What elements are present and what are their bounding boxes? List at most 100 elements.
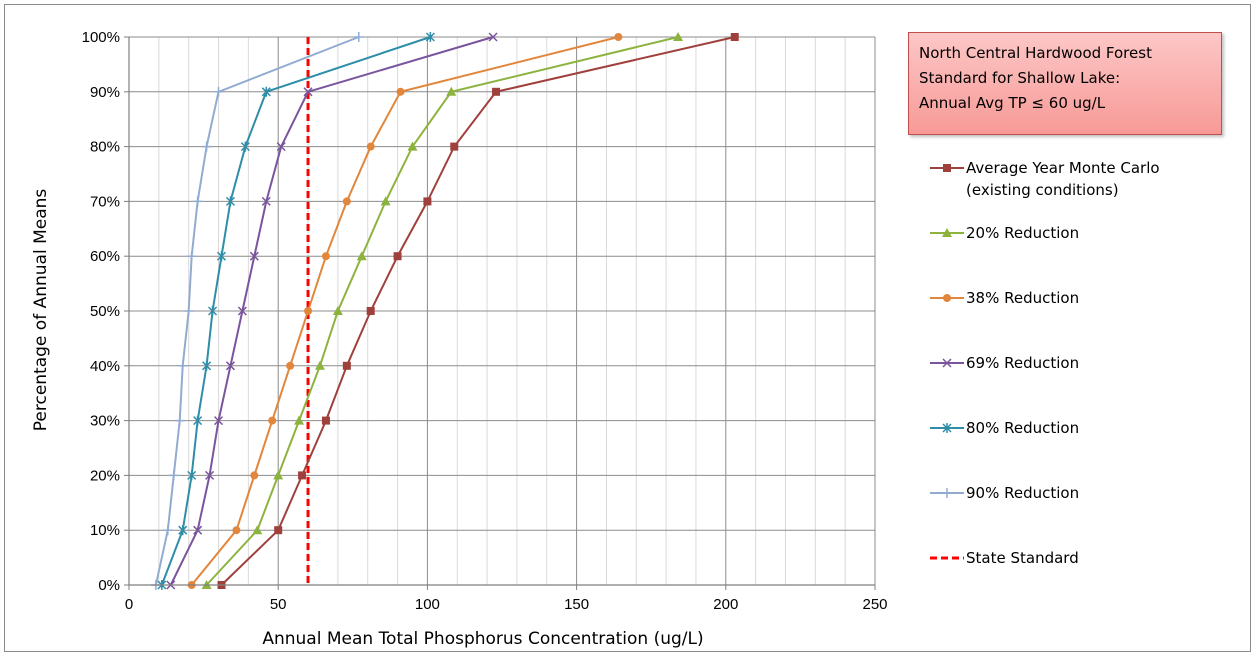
data-point bbox=[353, 32, 364, 42]
data-point bbox=[274, 526, 283, 535]
data-point bbox=[298, 471, 307, 480]
series-2 bbox=[201, 32, 684, 589]
data-point bbox=[286, 361, 295, 370]
legend-label: 38% Reduction bbox=[966, 289, 1079, 307]
legend-label: 20% Reduction bbox=[966, 224, 1079, 242]
series-layer bbox=[150, 32, 739, 590]
data-point bbox=[396, 87, 405, 96]
data-point bbox=[192, 196, 203, 207]
legend-item-5: 80% Reduction bbox=[930, 419, 1079, 437]
y-tick-label: 40% bbox=[90, 358, 120, 375]
legend-marker bbox=[942, 358, 952, 368]
y-tick-label: 100% bbox=[82, 29, 120, 46]
data-point bbox=[380, 196, 391, 206]
x-axis-title: Annual Mean Total Phosphorus Concentrati… bbox=[262, 629, 703, 649]
data-point bbox=[268, 416, 277, 425]
data-point bbox=[193, 525, 203, 535]
data-point bbox=[202, 360, 212, 371]
data-point bbox=[366, 307, 375, 315]
data-point bbox=[250, 471, 259, 480]
data-point bbox=[225, 196, 235, 207]
data-point bbox=[186, 251, 197, 262]
data-point bbox=[216, 251, 227, 262]
legend-label: Average Year Monte Carlo bbox=[966, 159, 1160, 177]
data-point bbox=[240, 141, 250, 152]
data-point bbox=[249, 251, 259, 261]
data-point bbox=[446, 86, 457, 96]
legend-item-4: 69% Reduction bbox=[930, 354, 1079, 372]
legend-item-3: 38% Reduction bbox=[930, 289, 1079, 307]
y-tick-label: 50% bbox=[90, 303, 120, 320]
data-point bbox=[342, 361, 351, 370]
data-point bbox=[393, 252, 402, 261]
data-point bbox=[423, 197, 432, 206]
data-point bbox=[294, 415, 305, 425]
data-point bbox=[321, 252, 330, 261]
y-tick-label: 90% bbox=[90, 84, 120, 101]
x-tick-label: 50 bbox=[270, 596, 287, 613]
data-point bbox=[342, 197, 351, 206]
data-point bbox=[193, 415, 203, 426]
data-point bbox=[174, 415, 185, 426]
chart-frame bbox=[4, 4, 1251, 652]
axes: 0% 10% 20% 30% 40% 50% 60% 70% 80% 90% 100% 0 50 100 1… bbox=[82, 29, 888, 613]
data-point bbox=[187, 470, 197, 481]
data-point bbox=[314, 360, 325, 370]
legend-item-6: 90% Reduction bbox=[930, 484, 1079, 502]
data-point bbox=[213, 86, 224, 97]
data-point bbox=[450, 142, 459, 151]
legend-marker bbox=[943, 294, 951, 302]
data-point bbox=[213, 416, 224, 426]
x-tick-label: 100 bbox=[415, 596, 440, 613]
data-point bbox=[201, 141, 212, 152]
data-point bbox=[205, 470, 215, 480]
legend-label: 80% Reduction bbox=[966, 419, 1079, 437]
legend-item-1: Average Year Monte Carlo (existing condit… bbox=[930, 159, 1160, 199]
data-point bbox=[261, 86, 271, 97]
y-tick-label: 0% bbox=[98, 577, 120, 594]
annotation-line-2: Standard for Shallow Lake: bbox=[919, 69, 1121, 87]
y-tick-label: 80% bbox=[90, 139, 120, 156]
legend-item-state-standard: State Standard bbox=[930, 549, 1079, 567]
data-point bbox=[276, 142, 286, 152]
data-point bbox=[407, 141, 418, 151]
y-tick-label: 30% bbox=[90, 413, 120, 430]
legend-label: (existing conditions) bbox=[966, 181, 1119, 199]
y-tick-label: 70% bbox=[90, 193, 120, 210]
data-point bbox=[178, 525, 188, 536]
y-axis-title: Percentage of Annual Means bbox=[31, 189, 51, 432]
data-point bbox=[232, 526, 241, 535]
x-tick-label: 150 bbox=[564, 596, 589, 613]
series-3 bbox=[187, 33, 623, 589]
data-point bbox=[252, 525, 263, 535]
legend-item-2: 20% Reduction bbox=[930, 224, 1079, 242]
data-point bbox=[673, 32, 684, 41]
x-tick-label: 250 bbox=[862, 596, 887, 613]
data-point bbox=[168, 470, 179, 481]
legend-label: State Standard bbox=[966, 549, 1079, 567]
data-point bbox=[183, 306, 194, 316]
annotation-line-3: Annual Avg TP ≤ 60 ug/L bbox=[919, 94, 1106, 112]
legend-marker bbox=[942, 423, 952, 433]
data-point bbox=[237, 306, 247, 316]
data-point bbox=[321, 416, 330, 425]
data-point bbox=[488, 32, 498, 42]
series-1 bbox=[217, 33, 739, 589]
standard-annotation: North Central Hardwood Forest Standard f… bbox=[908, 32, 1222, 135]
annotation-line-1: North Central Hardwood Forest bbox=[919, 44, 1152, 62]
y-tick-label: 60% bbox=[90, 248, 120, 265]
data-point bbox=[366, 142, 375, 151]
y-tick-label: 10% bbox=[90, 522, 120, 539]
data-point bbox=[492, 87, 501, 96]
data-point bbox=[332, 306, 343, 315]
x-tick-label: 200 bbox=[713, 596, 738, 613]
data-point bbox=[273, 470, 284, 480]
data-point bbox=[356, 251, 367, 261]
legend-label: 90% Reduction bbox=[966, 484, 1079, 502]
series-6 bbox=[150, 32, 364, 590]
y-tick-label: 20% bbox=[90, 467, 120, 484]
data-point bbox=[162, 525, 173, 536]
legend-marker bbox=[942, 228, 952, 237]
legend-marker bbox=[942, 488, 952, 498]
